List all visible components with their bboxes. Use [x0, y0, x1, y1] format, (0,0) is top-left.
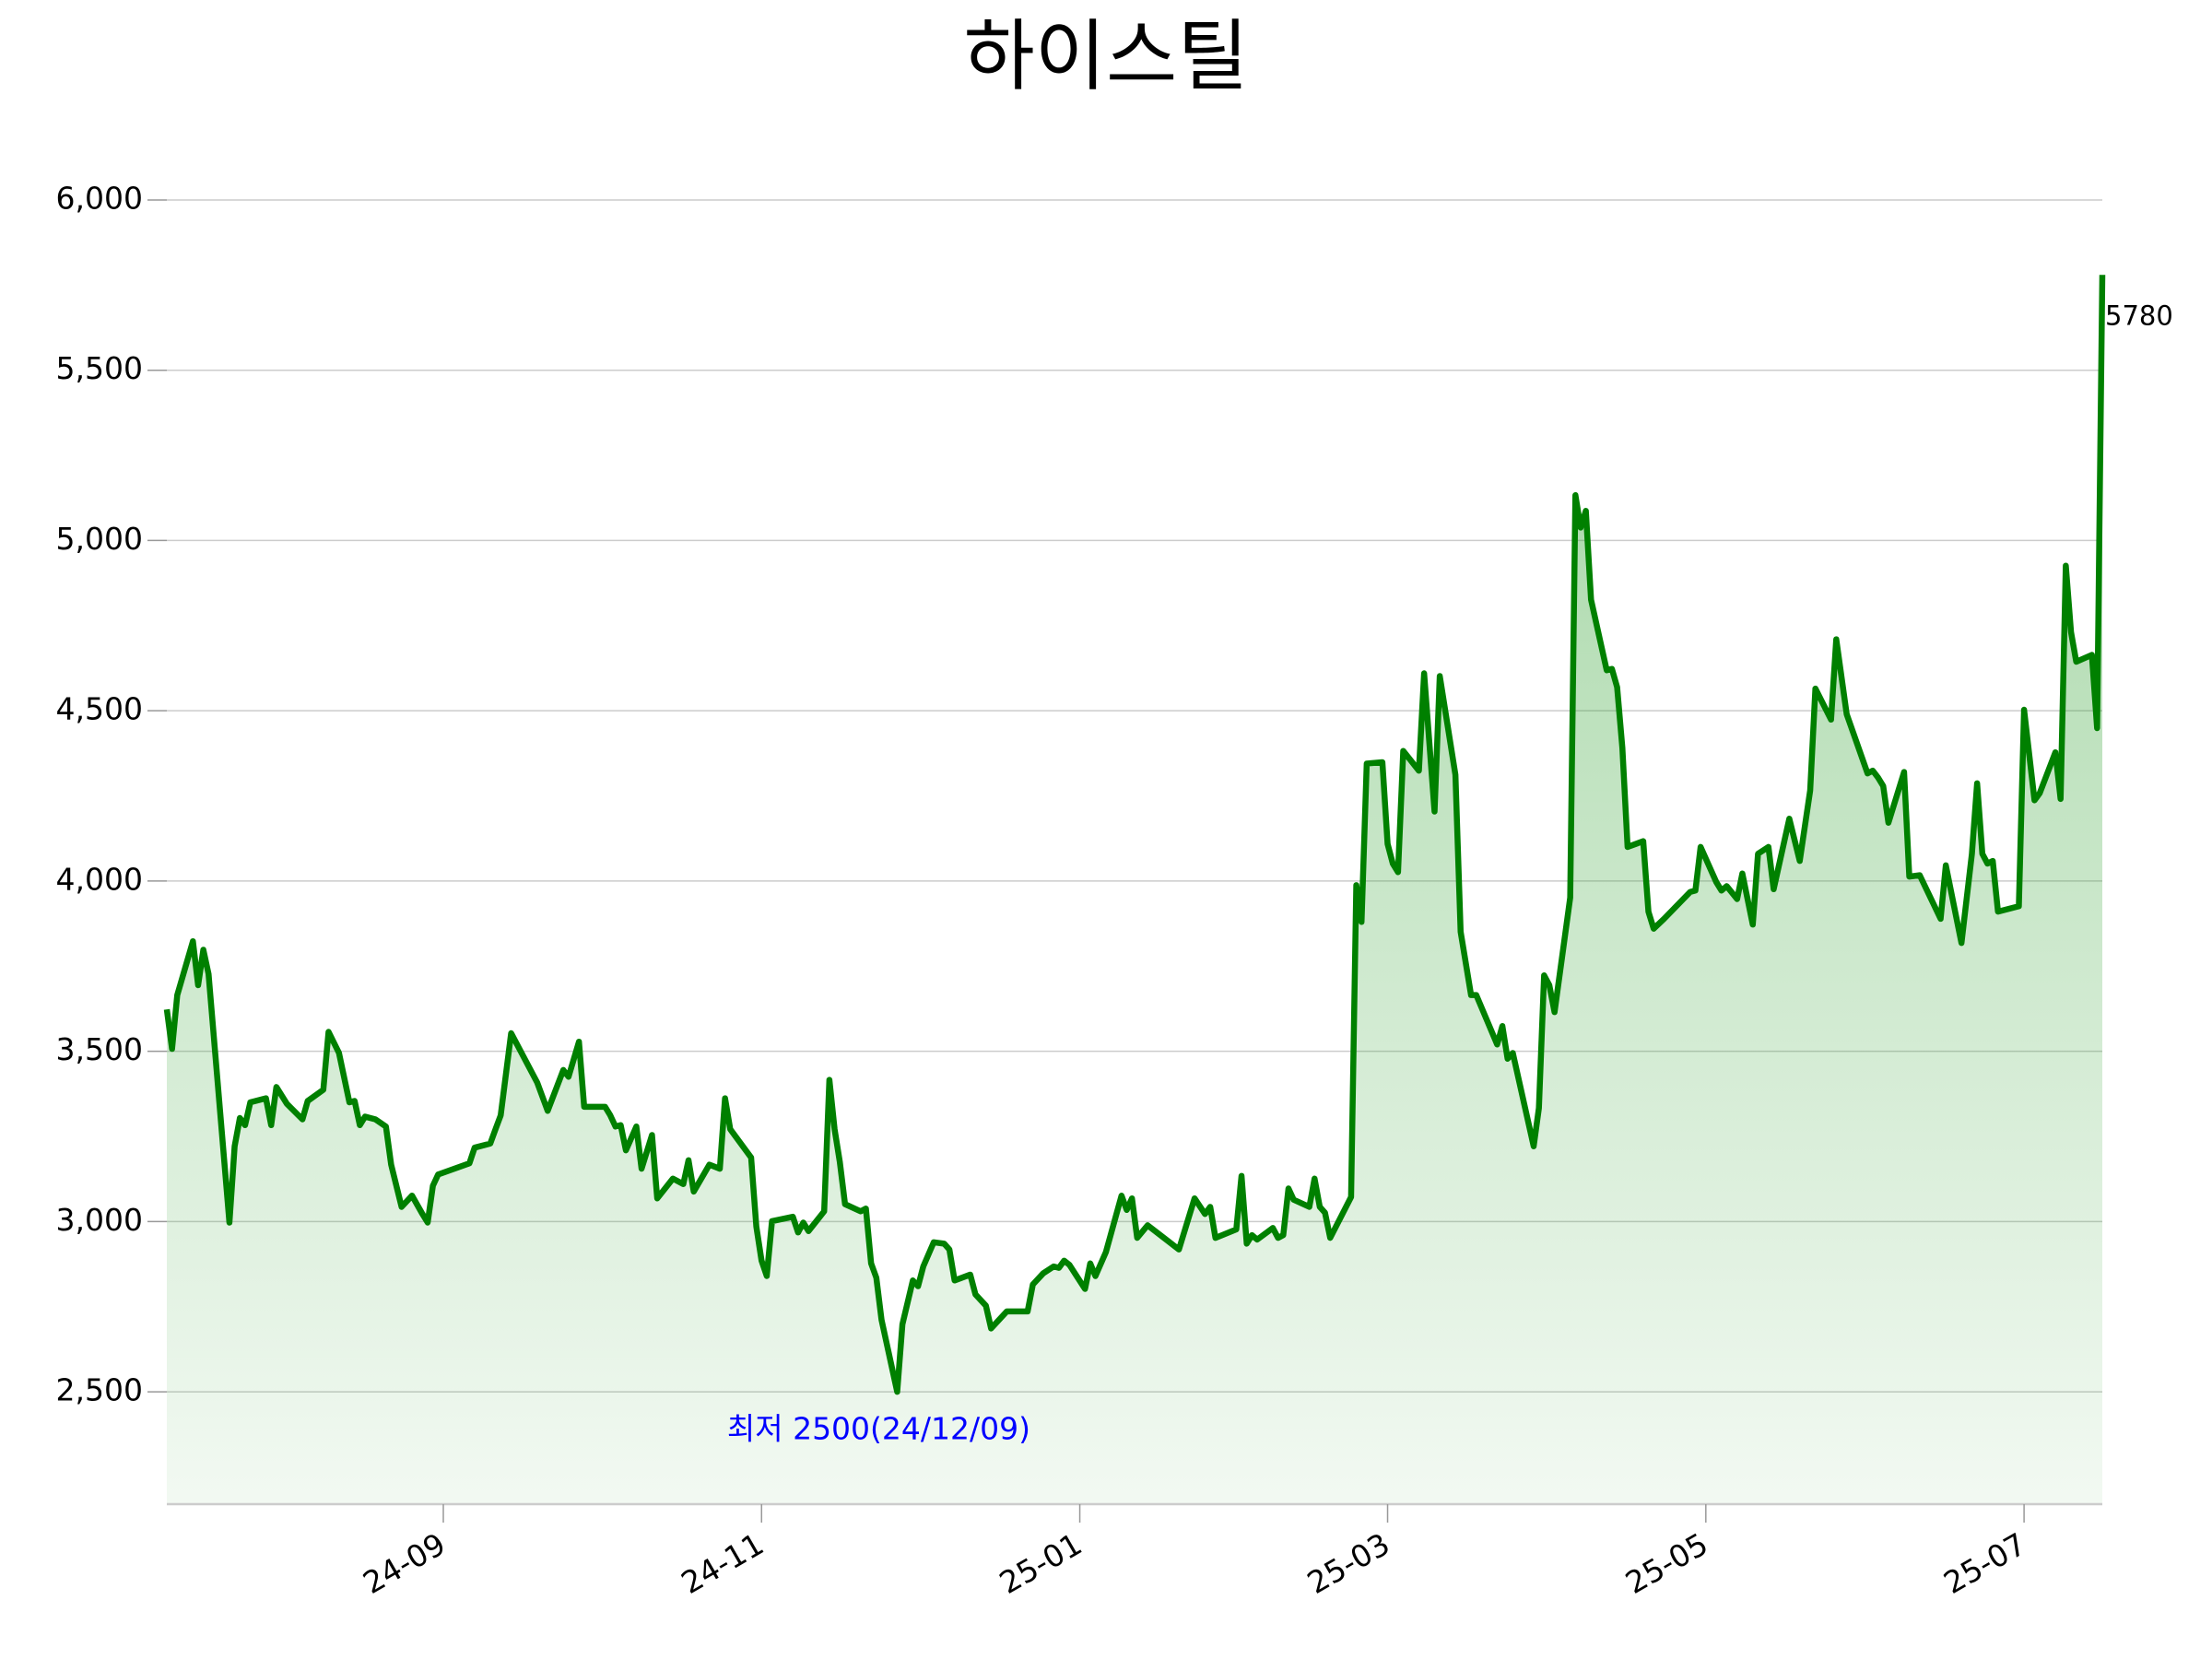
area-fill [167, 275, 2102, 1504]
x-tick-label: 24-09 [357, 1525, 452, 1601]
x-tick-label: 25-03 [1301, 1525, 1396, 1601]
y-tick-label: 4,500 [56, 691, 143, 727]
last-value-label: 5780 [2105, 300, 2173, 331]
y-tick-label: 3,500 [56, 1031, 143, 1067]
x-tick-label: 25-05 [1619, 1525, 1714, 1601]
price-line [163, 275, 2106, 1395]
y-tick-label: 3,000 [56, 1202, 143, 1238]
y-tick-label: 5,500 [56, 350, 143, 386]
x-tick-label: 25-07 [1937, 1525, 2032, 1601]
y-tick-label: 4,000 [56, 861, 143, 897]
min-value-label: 최저 2500(24/12/09) [727, 1411, 1030, 1447]
y-tick-label: 2,500 [56, 1372, 143, 1408]
x-tick-label: 24-11 [675, 1525, 770, 1601]
y-tick-label: 6,000 [56, 180, 143, 216]
chart-title: 하이스틸 [963, 11, 1248, 101]
x-tick-label: 25-01 [994, 1525, 1088, 1601]
y-tick-label: 5,000 [56, 521, 143, 557]
